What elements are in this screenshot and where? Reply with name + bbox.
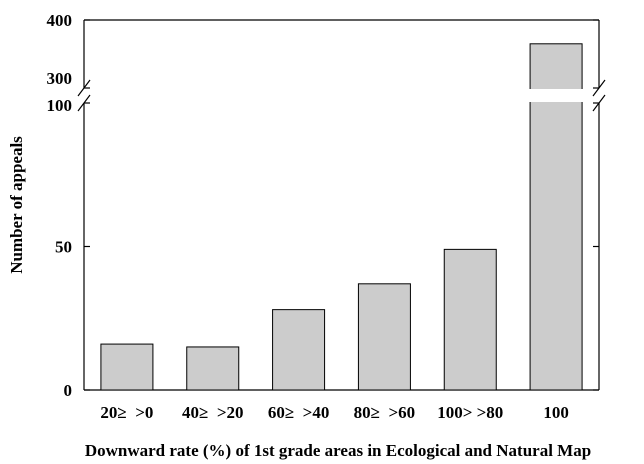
x-axis-title: Downward rate (%) of 1st grade areas in …: [85, 441, 591, 460]
x-tick-label: 60≥ >40: [268, 403, 330, 422]
x-tick-label: 40≥ >20: [182, 403, 244, 422]
bar: [100, 343, 154, 391]
labels: 0 50 100 300 400 20≥ >0 40≥ >20 60≥ >40 80≥ >60 1…: [7, 11, 591, 460]
y-tick-label: 300: [47, 69, 73, 88]
axes-frame: [83, 19, 600, 391]
bar: [186, 346, 240, 391]
x-tick-label: 100> >80: [437, 403, 503, 422]
x-tick-label: 100: [543, 403, 569, 422]
bar: [272, 309, 326, 391]
x-tick-label: 20≥ >0: [100, 403, 153, 422]
x-tick-label: 80≥ >60: [354, 403, 416, 422]
y-tick-label: 0: [64, 381, 73, 400]
ticks: [84, 19, 599, 391]
axis-break: [77, 79, 606, 112]
y-tick-label: 400: [47, 11, 73, 30]
bar: [357, 283, 411, 391]
y-tick-label: 50: [55, 238, 72, 257]
y-axis-title: Number of appeals: [7, 136, 26, 274]
y-tick-label: 100: [47, 96, 73, 115]
axis-break-gap: [80, 89, 603, 102]
bar: [443, 248, 497, 391]
